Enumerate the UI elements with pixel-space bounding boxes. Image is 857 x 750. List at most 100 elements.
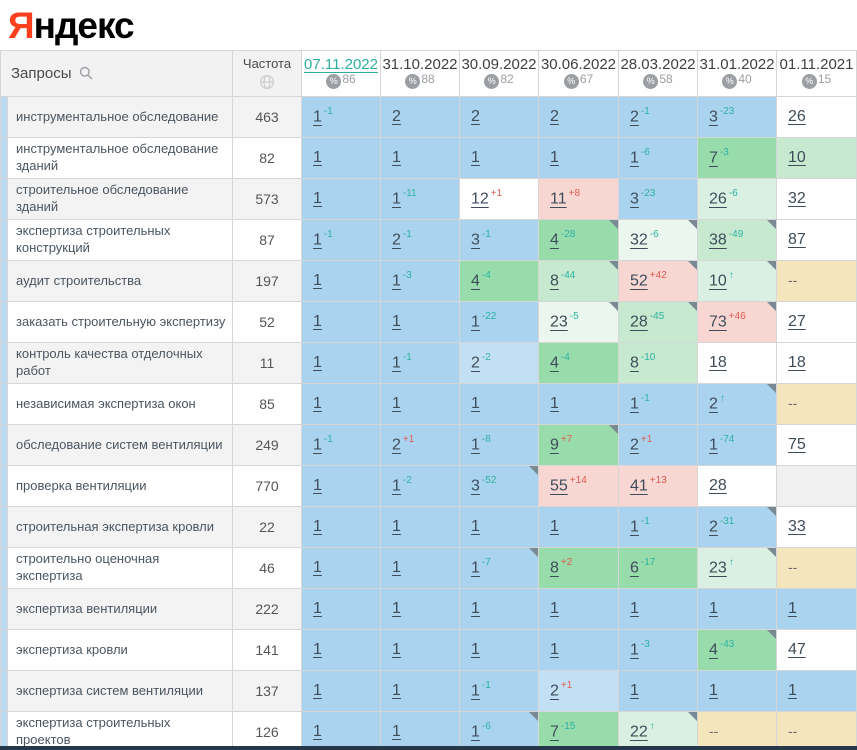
- query-cell[interactable]: проверка вентиляции: [7, 465, 233, 507]
- position-link[interactable]: 2: [630, 108, 639, 126]
- position-link[interactable]: 75: [788, 436, 806, 453]
- position-cell[interactable]: 2 -2: [459, 342, 539, 384]
- position-link[interactable]: 1: [550, 518, 559, 535]
- position-cell[interactable]: 1: [380, 137, 460, 179]
- position-cell[interactable]: 7 -15: [538, 711, 619, 750]
- position-cell[interactable]: 2: [538, 96, 619, 138]
- position-cell[interactable]: 1 -6: [618, 137, 698, 179]
- position-cell[interactable]: 18: [776, 342, 857, 384]
- position-link[interactable]: 23: [709, 559, 727, 577]
- position-cell[interactable]: 3 -23: [697, 96, 777, 138]
- position-link[interactable]: 1: [313, 149, 322, 166]
- position-link[interactable]: 47: [788, 641, 806, 658]
- position-link[interactable]: 33: [788, 518, 806, 535]
- position-cell[interactable]: 2 -31: [697, 506, 777, 548]
- position-link[interactable]: 18: [788, 354, 806, 371]
- position-cell[interactable]: 87: [776, 219, 857, 261]
- position-link[interactable]: 1: [313, 436, 322, 454]
- position-cell[interactable]: 10 ↑: [697, 260, 777, 302]
- date-label[interactable]: 31.10.2022: [382, 56, 458, 73]
- position-link[interactable]: 22: [630, 723, 648, 741]
- position-link[interactable]: 1: [392, 518, 401, 535]
- position-cell[interactable]: 1 -7: [459, 547, 539, 589]
- position-cell[interactable]: 27: [776, 301, 857, 343]
- position-cell[interactable]: 1: [380, 711, 460, 750]
- position-cell[interactable]: --: [776, 260, 857, 302]
- position-link[interactable]: 1: [550, 395, 559, 412]
- position-link[interactable]: 10: [788, 149, 806, 166]
- position-cell[interactable]: 52 +42: [618, 260, 698, 302]
- position-link[interactable]: 1: [630, 149, 639, 167]
- position-link[interactable]: 2: [709, 518, 718, 536]
- position-cell[interactable]: 1: [776, 670, 857, 712]
- position-link[interactable]: 1: [709, 600, 718, 617]
- position-cell[interactable]: 8 +2: [538, 547, 619, 589]
- position-cell[interactable]: 1: [380, 547, 460, 589]
- position-link[interactable]: 8: [630, 354, 639, 372]
- position-cell[interactable]: 1 -1: [301, 219, 381, 261]
- position-link[interactable]: 87: [788, 231, 806, 248]
- position-link[interactable]: 10: [709, 272, 727, 290]
- position-cell[interactable]: 1: [301, 260, 381, 302]
- position-link[interactable]: 73: [709, 313, 727, 331]
- query-cell[interactable]: строительная экспертиза кровли: [7, 506, 233, 548]
- position-link[interactable]: 1: [471, 313, 480, 331]
- position-link[interactable]: 28: [630, 313, 648, 331]
- position-cell[interactable]: 3 -23: [618, 178, 698, 220]
- position-cell[interactable]: 1: [697, 588, 777, 630]
- position-cell[interactable]: 1 -11: [380, 178, 460, 220]
- position-link[interactable]: 1: [313, 641, 322, 658]
- query-cell[interactable]: обследование систем вентиляции: [7, 424, 233, 466]
- position-cell[interactable]: 1 -8: [459, 424, 539, 466]
- position-cell[interactable]: 1: [538, 629, 619, 671]
- position-link[interactable]: 1: [630, 600, 639, 617]
- date-column-header[interactable]: 01.11.2021 % 15: [776, 50, 857, 97]
- position-link[interactable]: 1: [392, 313, 401, 330]
- position-cell[interactable]: 1: [301, 178, 381, 220]
- position-cell[interactable]: 8 -10: [618, 342, 698, 384]
- position-link[interactable]: 2: [471, 354, 480, 372]
- position-cell[interactable]: 23 -5: [538, 301, 619, 343]
- position-cell[interactable]: 2: [380, 96, 460, 138]
- position-cell[interactable]: 3 -1: [459, 219, 539, 261]
- position-cell[interactable]: 4 -4: [538, 342, 619, 384]
- query-cell[interactable]: заказать строительную экспертизу: [7, 301, 233, 343]
- position-link[interactable]: 1: [709, 682, 718, 699]
- position-cell[interactable]: 1 -3: [380, 260, 460, 302]
- position-link[interactable]: 55: [550, 477, 568, 495]
- query-cell[interactable]: экспертиза вентиляции: [7, 588, 233, 630]
- position-cell[interactable]: 33: [776, 506, 857, 548]
- position-cell[interactable]: 1: [301, 711, 381, 750]
- position-cell[interactable]: 47: [776, 629, 857, 671]
- position-link[interactable]: 1: [630, 641, 639, 659]
- position-link[interactable]: 1: [550, 641, 559, 658]
- position-cell[interactable]: 1: [538, 137, 619, 179]
- position-cell[interactable]: 1 -3: [618, 629, 698, 671]
- position-cell[interactable]: 23 ↑: [697, 547, 777, 589]
- position-link[interactable]: 4: [709, 641, 718, 659]
- position-cell[interactable]: 3 -52: [459, 465, 539, 507]
- position-cell[interactable]: 26 -6: [697, 178, 777, 220]
- position-link[interactable]: 1: [788, 682, 797, 699]
- position-link[interactable]: 28: [709, 477, 727, 494]
- position-cell[interactable]: 1: [380, 383, 460, 425]
- date-column-header[interactable]: 07.11.2022 % 86: [301, 50, 381, 97]
- position-link[interactable]: 1: [471, 641, 480, 658]
- date-column-header[interactable]: 31.01.2022 % 40: [697, 50, 777, 97]
- position-cell[interactable]: 1: [538, 506, 619, 548]
- position-cell[interactable]: --: [776, 383, 857, 425]
- position-cell[interactable]: 55 +14: [538, 465, 619, 507]
- position-cell[interactable]: 12 +1: [459, 178, 539, 220]
- position-cell[interactable]: 41 +13: [618, 465, 698, 507]
- position-cell[interactable]: 2 +1: [538, 670, 619, 712]
- query-cell[interactable]: инструментальное обследование: [7, 96, 233, 138]
- query-cell[interactable]: экспертиза систем вентиляции: [7, 670, 233, 712]
- position-cell[interactable]: 1: [301, 506, 381, 548]
- position-cell[interactable]: 1: [618, 588, 698, 630]
- position-link[interactable]: 3: [471, 231, 480, 249]
- position-link[interactable]: 11: [550, 190, 567, 208]
- position-cell[interactable]: 4 -4: [459, 260, 539, 302]
- position-cell[interactable]: 1 -1: [301, 424, 381, 466]
- position-link[interactable]: 4: [550, 354, 559, 372]
- position-link[interactable]: 7: [709, 149, 718, 167]
